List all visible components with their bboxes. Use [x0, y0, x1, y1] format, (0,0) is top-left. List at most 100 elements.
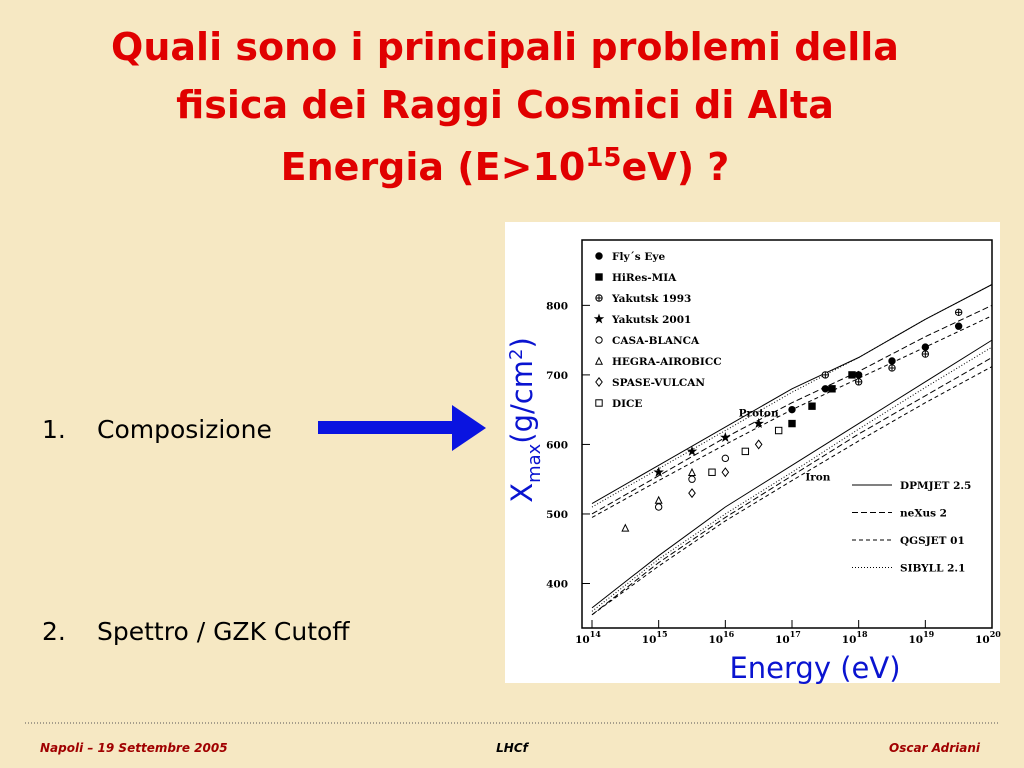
tick-base: 10: [575, 634, 590, 646]
y-tick-label: 500: [546, 509, 568, 521]
legend-label: HiRes-MIA: [612, 272, 677, 284]
model-line: [591, 284, 993, 504]
marker: [774, 426, 783, 435]
tick-exponent: 18: [856, 629, 868, 639]
marker: [854, 378, 863, 386]
marker: [754, 439, 763, 450]
marker: [788, 405, 796, 414]
x-tick-label: 1018: [842, 629, 868, 646]
label-part: ): [505, 337, 539, 348]
legend-label: neXus 2: [900, 508, 947, 520]
marker: [595, 252, 603, 260]
marker: [828, 385, 836, 393]
footer-right: Oscar Adriani: [889, 741, 981, 755]
legend-label: HEGRA-AIROBICC: [612, 356, 722, 368]
marker: [595, 294, 603, 302]
plot-frame: [581, 239, 993, 629]
model-line: [591, 346, 993, 612]
title-sup: 15: [585, 143, 621, 173]
label-sub: max: [524, 443, 545, 483]
legend-label: DPMJET 2.5: [900, 480, 971, 492]
marker: [888, 357, 896, 365]
title-text: eV) ?: [622, 145, 730, 189]
legend-label: Yakutsk 1993: [611, 293, 691, 305]
marker: [854, 371, 863, 379]
legend-label: Fly´s Eye: [612, 251, 665, 263]
tick-base: 10: [642, 634, 657, 646]
title-line: Quali sono i principali problemi della: [111, 25, 899, 69]
marker: [654, 495, 663, 504]
marker: [595, 399, 603, 407]
footer-left: Napoli – 19 Settembre 2005: [40, 741, 228, 755]
label-sup: 2: [506, 349, 527, 360]
tick-exponent: 16: [723, 629, 735, 639]
y-axis-label: Xmax(g/cm2): [505, 337, 545, 503]
y-tick-label: 400: [546, 578, 568, 590]
legend-label: QGSJET 01: [900, 535, 965, 547]
arrow-head: [452, 405, 486, 451]
x-tick-label: 1016: [708, 629, 734, 646]
model-line: [591, 339, 993, 609]
x-axis-label: Energy (eV): [729, 651, 900, 685]
legend-label: SPASE-VULCAN: [612, 377, 705, 389]
legend-label: Yakutsk 2001: [611, 314, 691, 326]
marker: [808, 402, 816, 410]
legend-label: SIBYLL 2.1: [900, 563, 965, 575]
marker: [653, 466, 664, 477]
marker: [708, 468, 716, 476]
marker: [888, 364, 896, 372]
tick-base: 10: [908, 634, 923, 646]
x-tick-label: 1017: [775, 629, 801, 646]
marker: [954, 308, 963, 316]
marker: [921, 343, 930, 351]
title-text: Energia (E>10: [281, 145, 586, 189]
label-part: X: [505, 483, 539, 503]
title-line: fisica dei Raggi Cosmici di Alta: [176, 83, 834, 127]
tick-base: 10: [708, 634, 723, 646]
marker: [821, 385, 830, 393]
marker: [848, 371, 856, 379]
marker: [720, 431, 731, 442]
marker: [921, 350, 930, 358]
y-tick-label: 700: [546, 370, 568, 382]
item-text: Composizione: [97, 415, 272, 444]
x-tick-label: 1015: [642, 629, 668, 646]
marker: [686, 445, 698, 456]
annotation: Iron: [805, 472, 830, 484]
arrow-shaft: [318, 421, 456, 434]
y-tick-label: 800: [546, 300, 568, 312]
figure: [505, 222, 1000, 683]
marker: [788, 419, 796, 428]
footer-center: LHCf: [496, 741, 529, 755]
y-tick-label: 600: [546, 439, 568, 451]
x-tick-label: 1019: [908, 629, 934, 646]
marker: [654, 503, 663, 511]
tick-exponent: 19: [923, 629, 935, 639]
marker: [594, 356, 604, 365]
tick-exponent: 20: [990, 629, 1002, 639]
title-line: Energia (E>1015eV) ?: [281, 143, 730, 189]
annotation: Proton: [739, 408, 779, 420]
model-line: [591, 357, 993, 616]
marker: [595, 336, 603, 344]
marker: [593, 313, 605, 324]
tick-base: 10: [975, 634, 990, 646]
tick-exponent: 14: [590, 629, 602, 639]
tick-exponent: 15: [656, 629, 667, 639]
marker: [688, 488, 696, 499]
marker: [595, 376, 603, 388]
marker: [821, 371, 830, 379]
marker: [954, 322, 963, 330]
item-number: 2.: [42, 617, 66, 646]
marker: [721, 454, 730, 463]
marker: [595, 273, 603, 281]
marker: [721, 467, 730, 478]
marker: [741, 447, 750, 456]
tick-base: 10: [775, 634, 790, 646]
tick-exponent: 17: [790, 629, 801, 639]
marker: [687, 467, 697, 476]
legend-label: CASA-BLANCA: [612, 335, 700, 347]
x-tick-label: 1014: [575, 629, 601, 646]
label-part: (g/cm: [505, 360, 539, 444]
